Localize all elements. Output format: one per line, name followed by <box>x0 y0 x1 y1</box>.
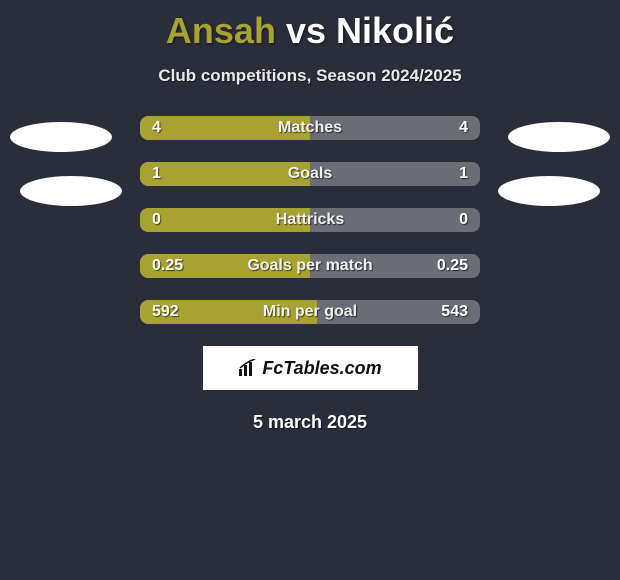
stat-row: 592543Min per goal <box>70 300 550 324</box>
chart-icon <box>238 359 258 377</box>
player1-name: Ansah <box>166 10 276 51</box>
stat-label: Matches <box>70 116 550 140</box>
stat-row: 11Goals <box>70 162 550 186</box>
comparison-title: Ansah vs Nikolić <box>0 0 620 52</box>
stat-row: 0.250.25Goals per match <box>70 254 550 278</box>
stat-row: 44Matches <box>70 116 550 140</box>
fctables-logo[interactable]: FcTables.com <box>203 346 418 390</box>
stat-label: Goals <box>70 162 550 186</box>
stat-row: 00Hattricks <box>70 208 550 232</box>
logo-text: FcTables.com <box>262 358 381 379</box>
player2-name: Nikolić <box>336 10 454 51</box>
stat-label: Goals per match <box>70 254 550 278</box>
vs-text: vs <box>286 10 326 51</box>
snapshot-date: 5 march 2025 <box>0 412 620 433</box>
stat-label: Hattricks <box>70 208 550 232</box>
stat-label: Min per goal <box>70 300 550 324</box>
subtitle: Club competitions, Season 2024/2025 <box>0 66 620 86</box>
stats-container: 44Matches 11Goals 00Hattricks 0.250.25Goals… <box>70 116 550 324</box>
